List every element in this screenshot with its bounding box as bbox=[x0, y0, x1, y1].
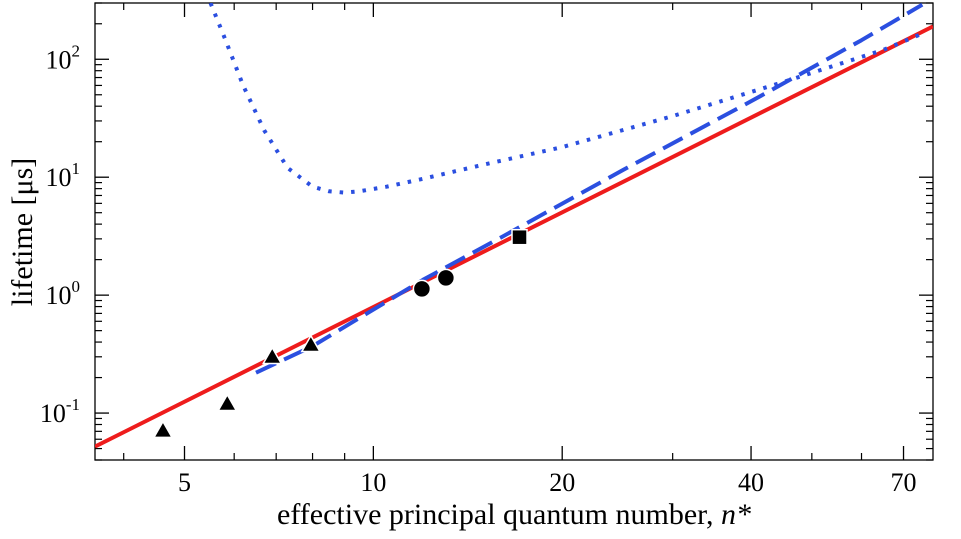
x-tick-label: 70 bbox=[891, 468, 917, 497]
circle-data-point bbox=[436, 268, 456, 288]
data-points bbox=[152, 228, 528, 439]
y-axis-label: lifetime [μs] bbox=[6, 158, 39, 307]
y-tick-label: 102 bbox=[46, 41, 81, 74]
circle-data-point bbox=[412, 279, 432, 299]
x-axis-variable: n* bbox=[721, 498, 751, 531]
triangle-data-point bbox=[152, 420, 174, 439]
x-tick-label: 5 bbox=[178, 468, 191, 497]
plot-frame bbox=[94, 2, 934, 461]
triangle-data-point bbox=[300, 334, 322, 353]
y-tick-label: 100 bbox=[46, 277, 81, 310]
blue-dashed-line bbox=[255, 3, 924, 375]
x-tick-label: 40 bbox=[738, 468, 764, 497]
square-data-point bbox=[511, 228, 528, 246]
x-tick-label: 20 bbox=[549, 468, 575, 497]
axis-ticks bbox=[95, 2, 933, 461]
blue-dotted-line bbox=[208, 3, 924, 195]
triangle-data-point bbox=[261, 346, 283, 365]
series-lines bbox=[95, 3, 933, 449]
x-tick-label: 10 bbox=[360, 468, 386, 497]
y-tick-label: 10-1 bbox=[40, 395, 80, 428]
triangle-data-point bbox=[216, 393, 238, 412]
x-axis-label: effective principal quantum number, n* bbox=[277, 498, 751, 531]
y-tick-label: 101 bbox=[46, 159, 81, 192]
tick-labels: 5 10 20 40 70 10-1 100 101 102 bbox=[40, 41, 917, 497]
